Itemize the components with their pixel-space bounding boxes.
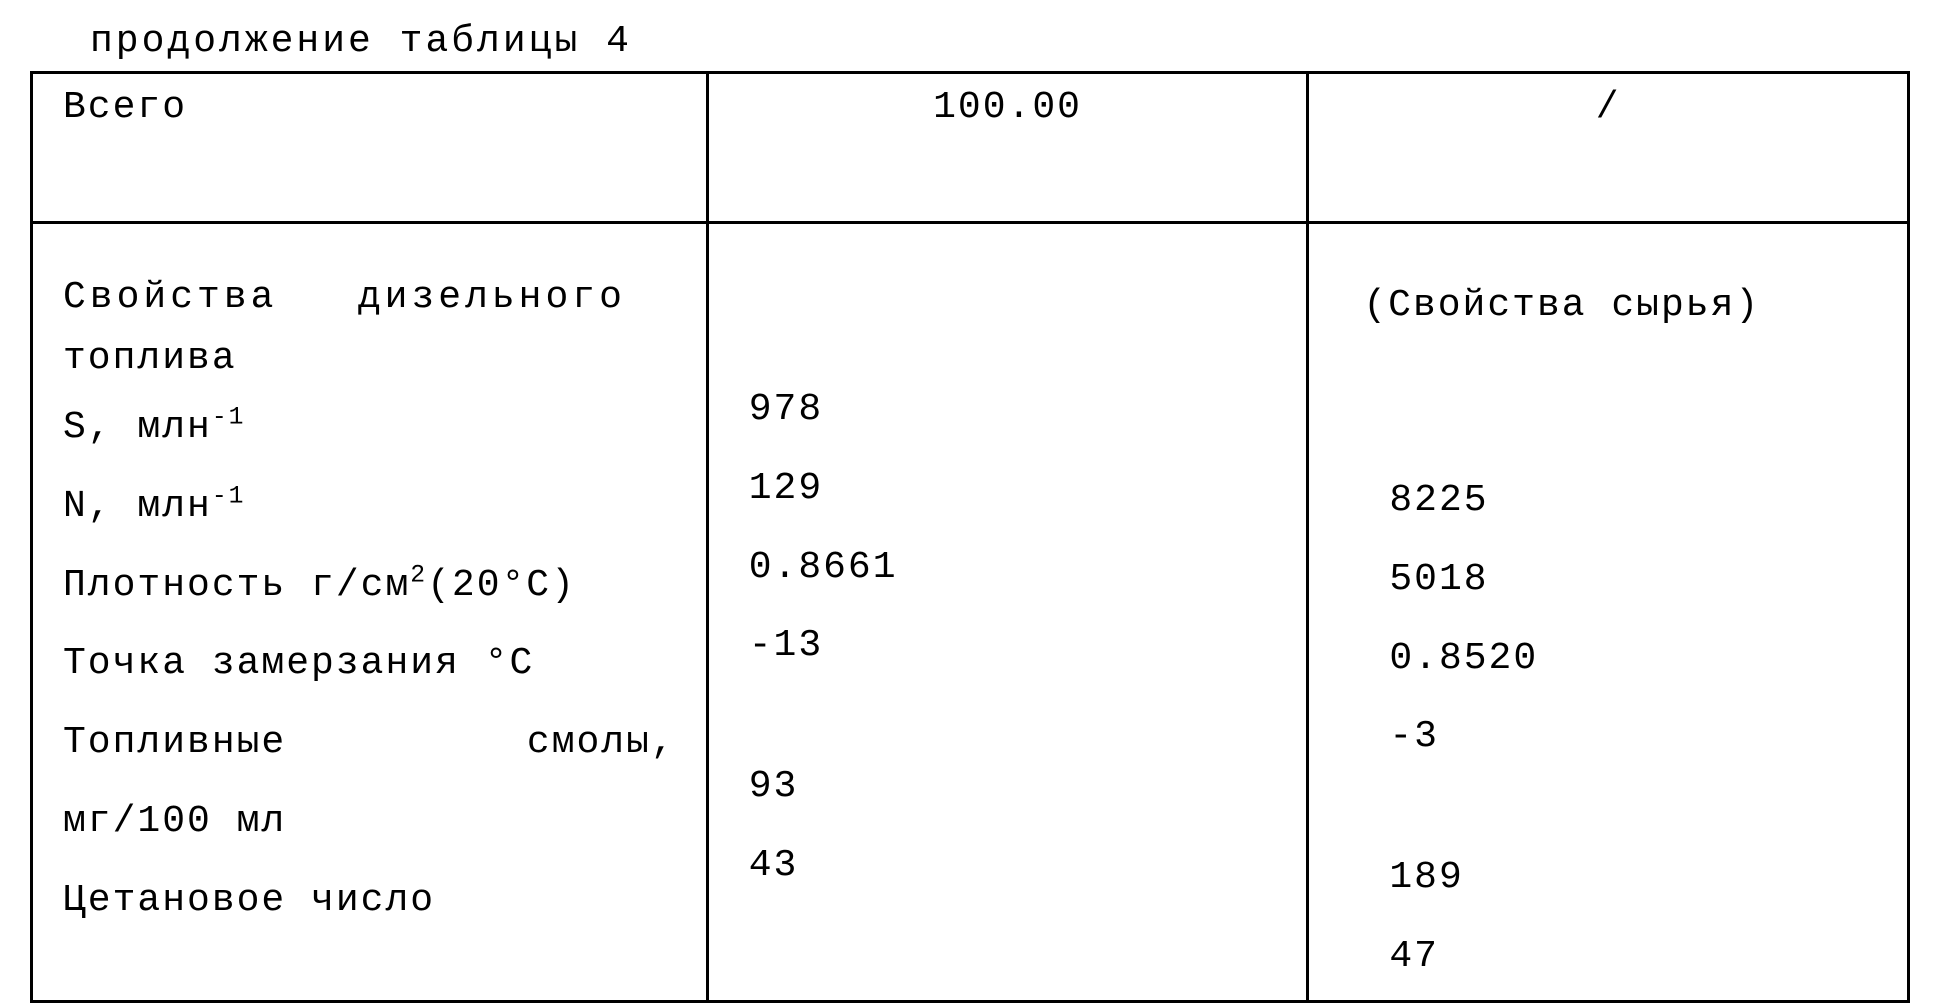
val-cetane-diesel: 43 <box>749 836 1277 897</box>
cell-values-feed: (Свойства сырья) 8225 5018 0.8520 -3 189… <box>1308 223 1909 1002</box>
val-s-diesel: 978 <box>749 380 1277 441</box>
table-row: Свойства дизельного топлива S, млн-1 N, … <box>32 223 1909 1002</box>
table-row: Всего 100.00 / <box>32 73 1909 223</box>
resins-word-b: смолы, <box>527 713 676 774</box>
resins-unit-text: мг/100 мл <box>63 792 286 853</box>
data-table: Всего 100.00 / Свойства дизельного топли… <box>30 71 1910 1003</box>
cell-total-label: Всего <box>32 73 708 223</box>
val-resins-diesel: 93 <box>749 757 1277 818</box>
prop-s-label: S, млн-1 <box>63 398 676 459</box>
val-freeze-diesel: -13 <box>749 616 1277 677</box>
cell-total-value: 100.00 <box>707 73 1308 223</box>
val-density-feed: 0.8520 <box>1389 629 1877 690</box>
cetane-label-text: Цетановое число <box>63 871 435 932</box>
val-resins-feed: 189 <box>1389 848 1877 909</box>
n-label-text: N, млн-1 <box>63 477 245 538</box>
resins-word-a: Топливные <box>63 713 286 774</box>
val-n-feed: 5018 <box>1389 550 1877 611</box>
header-word-a: Свойства <box>63 276 277 319</box>
prop-density-label: Плотность г/см2(20°С) <box>63 556 676 617</box>
val-n-diesel: 129 <box>749 459 1277 520</box>
table-caption: продолжение таблицы 4 <box>90 20 1910 63</box>
prop-n-label: N, млн-1 <box>63 477 676 538</box>
val-density-diesel: 0.8661 <box>749 538 1277 599</box>
prop-freeze-label: Точка замерзания °С <box>63 634 676 695</box>
s-label-text: S, млн-1 <box>63 398 245 459</box>
freeze-label-text: Точка замерзания °С <box>63 634 534 695</box>
cell-total-slash: / <box>1308 73 1909 223</box>
density-label-text: Плотность г/см2(20°С) <box>63 556 576 617</box>
header-word-b: дизельного <box>358 276 626 319</box>
prop-resins-label-line2: мг/100 мл <box>63 792 676 853</box>
val-freeze-feed: -3 <box>1389 707 1877 768</box>
val-cetane-feed: 47 <box>1389 927 1877 988</box>
prop-resins-label-line1: Топливные смолы, <box>63 713 676 774</box>
diesel-props-header: Свойства дизельного <box>63 236 676 319</box>
feed-props-header: (Свойства сырья) <box>1339 236 1877 327</box>
cell-properties-labels: Свойства дизельного топлива S, млн-1 N, … <box>32 223 708 1002</box>
diesel-props-header-sub: топлива <box>63 337 676 380</box>
prop-cetane-label: Цетановое число <box>63 871 676 932</box>
val-s-feed: 8225 <box>1389 471 1877 532</box>
cell-values-diesel: 978 129 0.8661 -13 93 43 <box>707 223 1308 1002</box>
